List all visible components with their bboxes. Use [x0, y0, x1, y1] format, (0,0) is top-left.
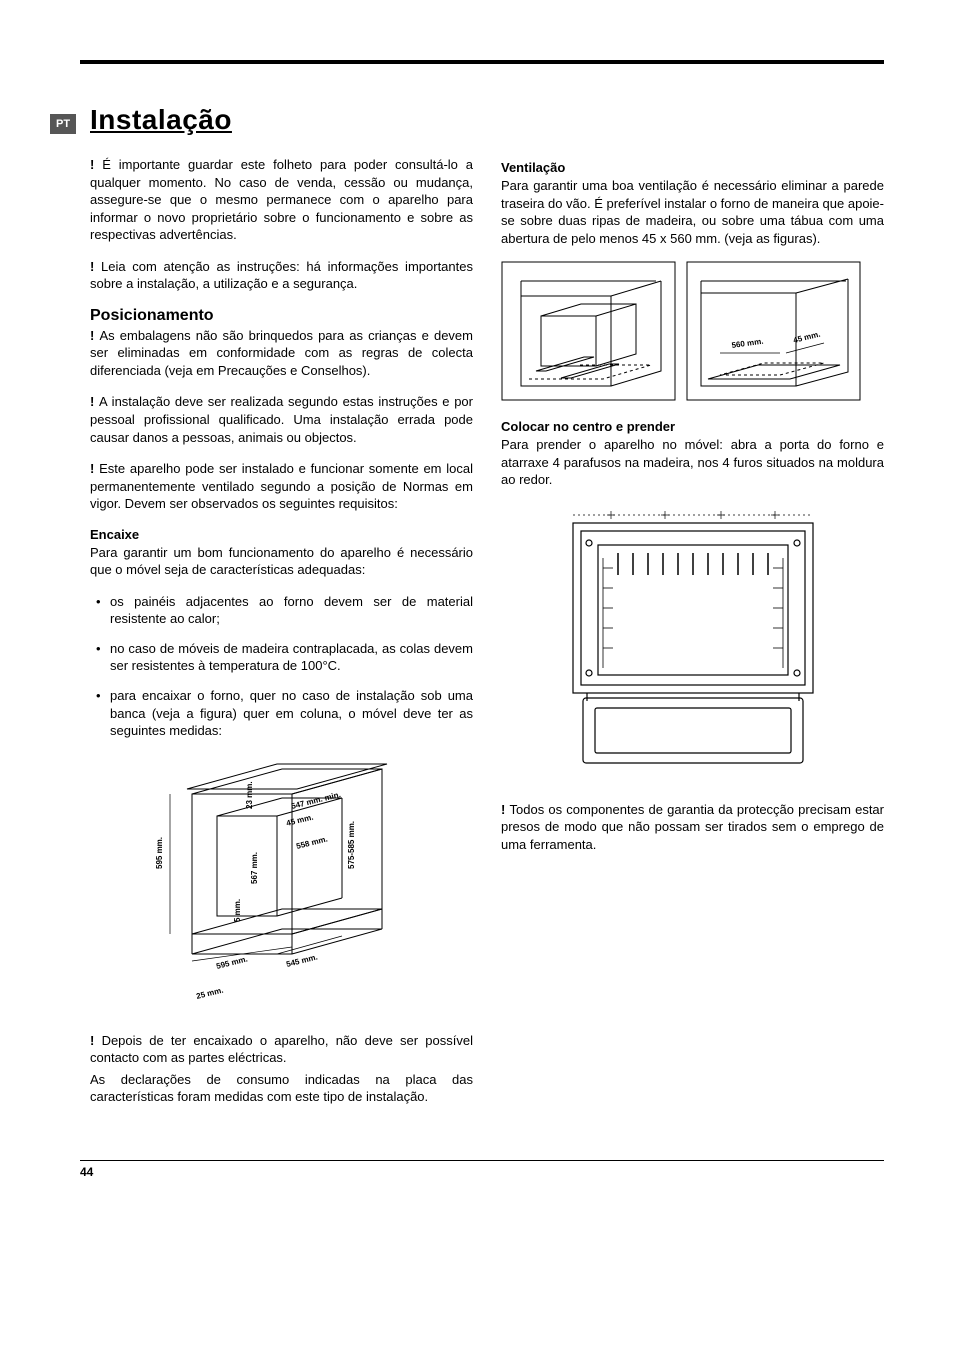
- heading-centre-fix: Colocar no centro e prender: [501, 419, 884, 434]
- fitting-intro: Para garantir um bom funcionamento do ap…: [90, 544, 473, 579]
- page-body: PT Instalação É importante guardar este …: [50, 104, 884, 1120]
- warning-packaging: As embalagens não são brinquedos para as…: [90, 327, 473, 380]
- page-title: Instalação: [90, 104, 884, 136]
- ventilation-diagram-cutout: 560 mm. 45 mm.: [686, 261, 861, 401]
- list-item: os painéis adjacentes ao forno devem ser…: [90, 593, 473, 628]
- dim-595-vertical: 595 mm.: [155, 837, 164, 869]
- dim-560: 560 mm.: [731, 337, 764, 350]
- dim-45: 45 mm.: [285, 812, 314, 827]
- fitting-list: os painéis adjacentes ao forno devem ser…: [90, 593, 473, 740]
- warning-protection-components: Todos os componentes de garantia da prot…: [501, 801, 884, 854]
- page-number: 44: [80, 1160, 884, 1179]
- dim-23: 23 mm.: [245, 781, 254, 809]
- warning-ventilated-room: Este aparelho pode ser instalado e funci…: [90, 460, 473, 513]
- ventilation-text: Para garantir uma boa ventilação é neces…: [501, 177, 884, 247]
- columns: É importante guardar este folheto para p…: [90, 156, 884, 1120]
- dim-575-585: 575-585 mm.: [347, 821, 356, 869]
- dim-5: 5 mm.: [233, 899, 242, 922]
- consumption-note: As declarações de consumo indicadas na p…: [90, 1071, 473, 1106]
- dim-558: 558 mm.: [295, 834, 328, 850]
- oven-front-diagram: [501, 503, 884, 783]
- ventilation-diagram-rails: [501, 261, 676, 401]
- dim-545: 545 mm.: [285, 952, 318, 968]
- heading-ventilation: Ventilação: [501, 160, 884, 175]
- dim-25: 25 mm.: [195, 985, 224, 1000]
- warning-qualified-install: A instalação deve ser realizada segundo …: [90, 393, 473, 446]
- dim-547: 547 mm. min.: [290, 790, 341, 811]
- right-column: Ventilação Para garantir uma boa ventila…: [501, 156, 884, 1120]
- content: Instalação É importante guardar este fol…: [76, 104, 884, 1120]
- warning-electrical-contact: Depois de ter encaixado o aparelho, não …: [90, 1032, 473, 1067]
- dim-567: 567 mm.: [250, 852, 259, 884]
- left-column: É importante guardar este folheto para p…: [90, 156, 473, 1120]
- list-item: para encaixar o forno, quer no caso de i…: [90, 687, 473, 740]
- language-badge: PT: [50, 114, 76, 134]
- heading-fitting: Encaixe: [90, 527, 473, 542]
- cabinet-dimensions-diagram: 595 mm. 595 mm. 25 mm. 545 mm. 5 mm. 567…: [90, 754, 473, 1014]
- top-rule: [80, 60, 884, 64]
- heading-positioning: Posicionamento: [90, 307, 473, 325]
- centre-fix-text: Para prender o aparelho no móvel: abra a…: [501, 436, 884, 489]
- warning-keep-leaflet: É importante guardar este folheto para p…: [90, 156, 473, 244]
- warning-read-carefully: Leia com atenção as instruções: há infor…: [90, 258, 473, 293]
- dim-45-vent: 45 mm.: [792, 330, 821, 345]
- list-item: no caso de móveis de madeira contraplaca…: [90, 640, 473, 675]
- ventilation-diagrams: 560 mm. 45 mm.: [501, 261, 884, 401]
